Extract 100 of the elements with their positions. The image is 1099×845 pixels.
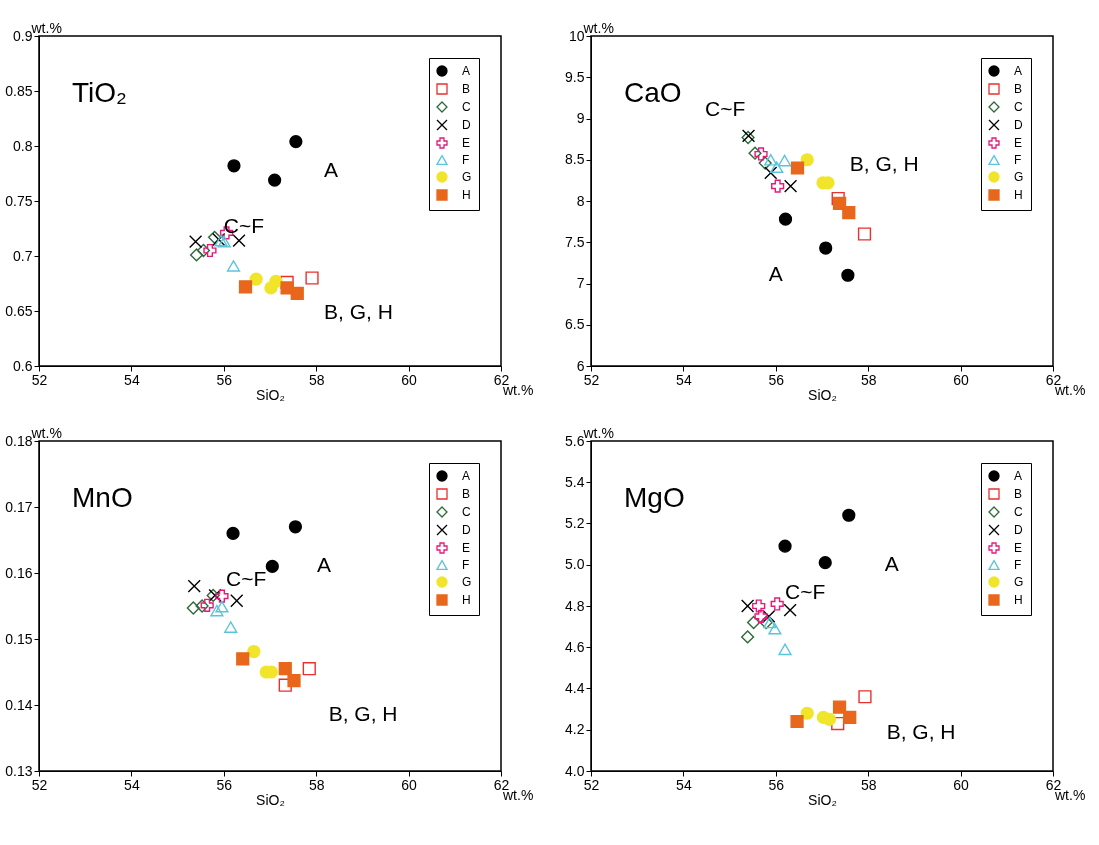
legend-label: A [1014,469,1023,483]
legend-label: F [462,558,470,572]
annotation: A [768,262,783,286]
annotation: C~F [226,566,267,590]
x-axis-title: SiO₂ [256,386,285,403]
y-tick-label: 4.2 [565,721,585,738]
y-tick-label: 0.16 [5,564,33,581]
legend-label: D [462,118,471,132]
y-tick-label: 5.2 [565,515,585,531]
legend-label: H [1014,593,1023,607]
x-tick-label: 58 [308,371,325,388]
legend-label: D [1014,523,1023,537]
x-tick-label: 60 [401,776,418,793]
y-tick-label: 4.6 [565,638,585,655]
y-tick-label: 8.5 [565,151,585,168]
y-tick-label: 4.0 [565,762,585,779]
x-tick-label: 54 [124,371,140,388]
legend-label: A [1014,64,1023,78]
y-tick-label: 6 [576,357,585,374]
legend-label: B [1014,82,1023,96]
y-tick-label: 0.9 [13,27,33,44]
y-tick-label: 0.7 [13,247,33,264]
legend-label: C [1014,100,1023,114]
x-tick-label: 52 [583,776,600,793]
legend-label: B [1014,487,1023,501]
x-tick-label: 56 [768,371,785,388]
x-tick-label: 62 [493,776,510,793]
y-tick-label: 0.65 [5,302,33,319]
legend-label: G [1014,170,1024,184]
y-tick-label: 7.5 [565,233,585,250]
x-tick-label: 58 [860,776,877,793]
y-tick-label: 0.17 [5,498,33,515]
x-tick-label: 60 [401,371,418,388]
y-tick-label: 8 [576,192,585,209]
annotation: A [884,551,899,575]
x-axis-title: SiO₂ [808,791,837,808]
legend-label: H [462,188,471,202]
legend-label: A [462,64,471,78]
y-tick-label: 9.5 [565,68,585,85]
legend-label: E [1014,541,1023,555]
x-axis-title: SiO₂ [808,386,837,403]
annotation: C~F [223,214,265,238]
y-tick-label: 0.6 [13,357,33,374]
x-tick-label: 52 [31,371,48,388]
x-tick-label: 60 [953,776,970,793]
annotation: A [317,553,332,577]
y-tick-label: 5.4 [565,473,585,490]
x-tick-label: 62 [493,371,510,388]
legend-label: F [1014,558,1022,572]
y-tick-label: 5.0 [565,556,585,573]
legend-label: G [462,170,472,184]
annotation: C~F [785,579,826,603]
x-tick-label: 56 [216,371,233,388]
legend-label: E [462,136,471,150]
legend-label: H [1014,188,1023,202]
x-tick-label: 58 [860,371,877,388]
y-tick-label: 4.4 [565,680,585,696]
legend-label: E [1014,136,1023,150]
annotation: B, G, H [328,701,398,725]
legend-label: C [462,100,471,114]
y-tick-label: 6.5 [565,316,585,333]
x-tick-label: 60 [953,371,970,388]
legend-label: G [462,575,472,589]
x-tick-label: 62 [1045,371,1062,388]
annotation: B, G, H [324,300,393,324]
x-tick-label: 56 [216,776,233,793]
legend-label: H [462,593,471,607]
legend-label: B [462,82,471,96]
y-tick-label: 0.13 [5,762,33,779]
text: CaO [624,77,682,108]
x-tick-label: 54 [676,776,692,793]
text: TiO₂ [72,77,127,108]
legend-label: C [1014,505,1023,519]
text: MgO [624,482,685,513]
x-axis-title: SiO₂ [256,791,285,808]
legend-label: B [462,487,471,501]
legend-label: G [1014,575,1024,589]
legend-label: D [462,523,471,537]
text: MnO [72,482,133,513]
legend-label: D [1014,118,1023,132]
y-tick-label: 0.15 [5,630,33,647]
x-tick-label: 56 [768,776,785,793]
y-tick-label: 0.18 [5,432,33,449]
y-tick-label: 5.6 [565,432,585,449]
annotation: B, G, H [849,151,919,175]
y-tick-label: 0.8 [13,137,33,154]
y-tick-label: 10 [568,27,585,44]
x-tick-label: 52 [583,371,600,388]
x-tick-label: 52 [31,776,48,793]
x-tick-label: 58 [308,776,325,793]
legend-label: A [462,469,471,483]
legend-label: E [462,541,471,555]
legend-label: F [462,153,470,167]
y-tick-label: 0.75 [5,192,33,209]
x-tick-label: 62 [1045,776,1062,793]
annotation: A [324,158,339,182]
x-tick-label: 54 [676,371,692,388]
annotation: C~F [705,97,746,121]
y-tick-label: 0.14 [5,696,33,713]
legend-label: F [1014,153,1022,167]
